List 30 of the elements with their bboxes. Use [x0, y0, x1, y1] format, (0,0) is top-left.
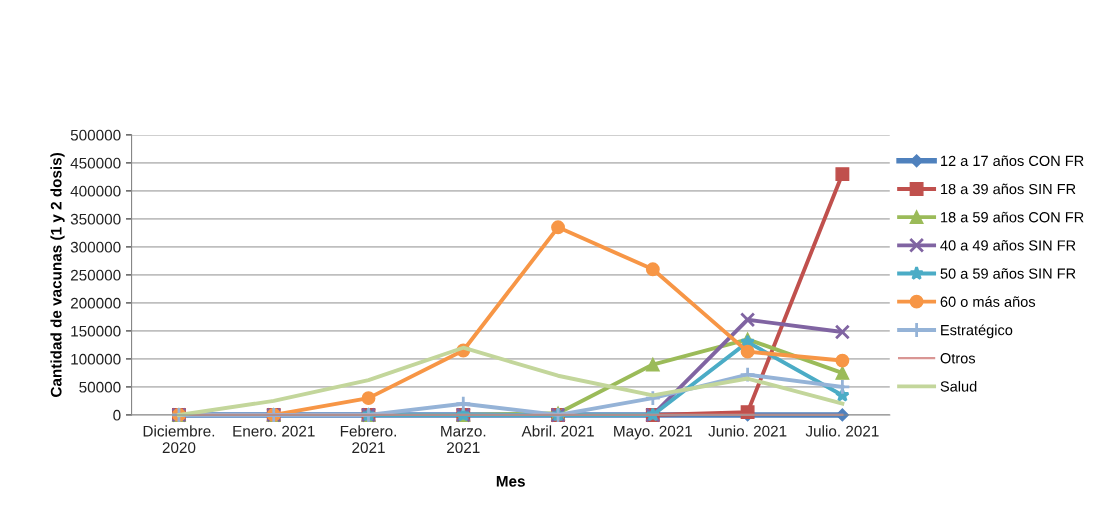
legend-label: Salud: [940, 380, 977, 392]
legend-label: 18 a 59 años CON FR: [941, 211, 1084, 223]
legend-label: Otros: [940, 353, 976, 364]
y-tick-label: 500000: [70, 129, 121, 141]
y-tick-label: 450000: [70, 157, 121, 169]
y-tick-label: 250000: [70, 269, 121, 281]
y-axis-title: Cantidad de vacunas (1 y 2 dosis): [50, 152, 65, 397]
y-tick-label: 300000: [70, 241, 121, 253]
x-tick-label: Marzo. 2021: [441, 425, 486, 454]
x-tick-label: Julio. 2021: [805, 425, 879, 437]
y-tick-label: 150000: [71, 325, 121, 337]
y-tick-label: 200000: [70, 297, 121, 309]
y-tick-label: 0: [113, 409, 121, 421]
x-axis-title: Mes: [496, 476, 525, 487]
x-tick-label: Mayo. 2021: [614, 425, 693, 440]
y-tick-label: 400000: [70, 185, 121, 197]
legend-label: 40 a 49 años SIN FR: [940, 239, 1076, 251]
x-tick-label: Febrero. 2021: [340, 425, 396, 454]
legend-label: 60 o más años: [940, 296, 1036, 307]
legend-label: 18 a 39 años SIN FR: [941, 183, 1076, 195]
x-tick-label: Abril. 2021: [521, 425, 594, 437]
legend-label: Estratégico: [941, 324, 1013, 339]
legend-label: 50 a 59 años SIN FR: [940, 268, 1076, 279]
x-tick-label: Junio. 2021: [708, 425, 787, 437]
x-tick-label: Diciembre. 2020: [143, 425, 215, 454]
legend-label: 12 a 17 años CON FR: [941, 155, 1084, 167]
y-tick-label: 350000: [70, 213, 121, 225]
y-tick-label: 100000: [71, 353, 121, 365]
y-tick-label: 50000: [79, 381, 121, 393]
x-tick-label: Enero. 2021: [233, 425, 315, 437]
